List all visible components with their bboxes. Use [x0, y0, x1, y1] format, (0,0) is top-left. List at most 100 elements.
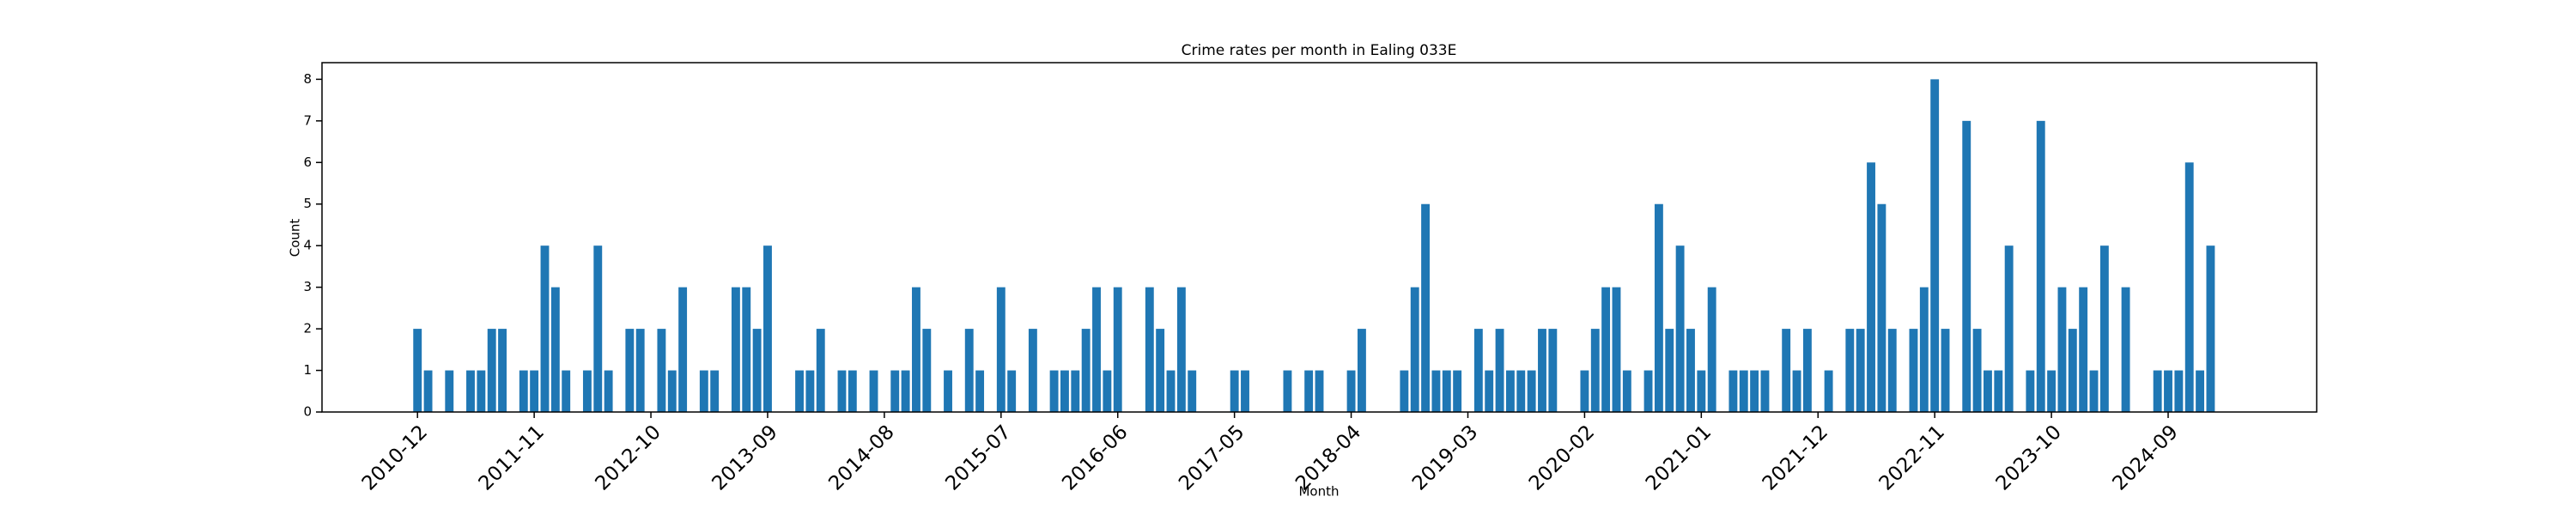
bar	[2026, 370, 2035, 412]
x-tick-label: 2019-03	[1408, 421, 1482, 494]
bar	[795, 370, 804, 412]
y-tick-label: 2	[303, 321, 312, 336]
bar	[1315, 370, 1324, 412]
bar	[1410, 287, 1419, 412]
bar	[604, 370, 613, 412]
bar	[1176, 287, 1186, 412]
bar	[922, 329, 932, 412]
bar	[1505, 370, 1515, 412]
bar	[912, 287, 920, 412]
bar	[413, 329, 422, 412]
bar	[752, 329, 762, 412]
y-tick-label: 6	[303, 154, 312, 170]
x-tick-label: 2011-11	[475, 421, 549, 494]
bar	[1941, 329, 1950, 412]
bar	[2174, 370, 2184, 412]
bar	[1994, 370, 2003, 412]
bar	[1346, 370, 1356, 412]
bar	[635, 329, 645, 412]
bar	[2099, 245, 2109, 412]
bar	[869, 370, 878, 412]
x-tick-label: 2012-10	[592, 421, 665, 494]
bar	[2089, 370, 2099, 412]
bar	[1421, 203, 1431, 412]
bar	[2047, 370, 2057, 412]
x-tick-label: 2021-01	[1642, 421, 1716, 494]
bar	[1984, 370, 1992, 412]
bar	[1856, 329, 1865, 412]
bar	[1728, 370, 1738, 412]
x-tick-label: 2015-07	[941, 421, 1015, 494]
bar	[445, 370, 454, 412]
x-tick-label: 2022-11	[1875, 421, 1949, 494]
x-tick-label: 2016-06	[1058, 421, 1132, 494]
bar	[1802, 329, 1812, 412]
bar	[2079, 287, 2088, 412]
bar	[975, 370, 985, 412]
bar	[519, 370, 528, 412]
bar	[423, 370, 433, 412]
bar	[1845, 329, 1855, 412]
bar	[2164, 370, 2172, 412]
bar	[550, 287, 560, 412]
chart-title: Crime rates per month in Ealing 033E	[1182, 42, 1457, 59]
bar	[1612, 287, 1621, 412]
bar	[1919, 287, 1929, 412]
bar	[2121, 287, 2130, 412]
x-tick-label: 2021-12	[1759, 421, 1832, 494]
bar	[2206, 245, 2215, 412]
bar	[1665, 329, 1674, 412]
bar	[1750, 370, 1759, 412]
bar	[1760, 370, 1770, 412]
bar	[1654, 203, 1663, 412]
bar	[1442, 370, 1451, 412]
bar	[1538, 329, 1546, 412]
bar	[1473, 329, 1483, 412]
y-tick-label: 5	[303, 196, 312, 211]
bar	[1495, 329, 1504, 412]
bar	[530, 370, 539, 412]
bar	[710, 370, 720, 412]
bar	[540, 245, 550, 412]
bar	[1580, 370, 1589, 412]
x-tick-label: 2020-02	[1525, 421, 1599, 494]
bar	[1516, 370, 1526, 412]
bar	[2036, 120, 2045, 413]
y-tick-label: 4	[303, 238, 312, 253]
bar	[1707, 287, 1716, 412]
bar	[742, 287, 751, 412]
x-tick-label: 2017-05	[1175, 421, 1249, 494]
bar	[2184, 162, 2194, 413]
bar	[731, 287, 740, 412]
bar	[477, 370, 486, 412]
bar	[1601, 287, 1611, 412]
bar	[1166, 370, 1176, 412]
bar	[1103, 370, 1112, 412]
bar	[1230, 370, 1239, 412]
bar	[1304, 370, 1314, 412]
bar	[1113, 287, 1122, 412]
bar	[699, 370, 708, 412]
bar	[1877, 203, 1886, 412]
bar	[1675, 245, 1685, 412]
bar	[964, 329, 974, 412]
bar	[901, 370, 910, 412]
bar	[1824, 370, 1833, 412]
bar	[1909, 329, 1918, 412]
bar	[1049, 370, 1059, 412]
bar	[1867, 162, 1875, 413]
bar	[1028, 329, 1037, 412]
bar	[593, 245, 603, 412]
x-tick-label: 2024-09	[2109, 421, 2183, 494]
bar	[1060, 370, 1069, 412]
bar	[678, 287, 688, 412]
bar	[890, 370, 900, 412]
bar	[2068, 329, 2077, 412]
bar	[1527, 370, 1536, 412]
bar	[1156, 329, 1165, 412]
x-tick-label: 2014-08	[824, 421, 898, 494]
bar	[2196, 370, 2205, 412]
bar	[1453, 370, 1462, 412]
x-tick-label: 2023-10	[1992, 421, 2066, 494]
